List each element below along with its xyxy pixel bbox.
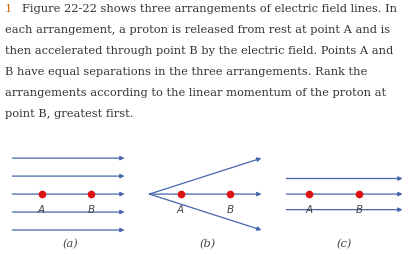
Text: (a): (a) bbox=[63, 238, 78, 248]
Text: $A$: $A$ bbox=[305, 203, 314, 215]
Text: each arrangement, a proton is released from rest at point A and is: each arrangement, a proton is released f… bbox=[5, 25, 390, 35]
Text: $A$: $A$ bbox=[176, 203, 185, 215]
Text: then accelerated through point B by the electric field. Points A and: then accelerated through point B by the … bbox=[5, 46, 393, 56]
Text: 1: 1 bbox=[5, 4, 12, 14]
Text: $B$: $B$ bbox=[87, 203, 95, 215]
Text: B have equal separations in the three arrangements. Rank the: B have equal separations in the three ar… bbox=[5, 67, 367, 77]
Text: $A$: $A$ bbox=[37, 203, 46, 215]
Text: (b): (b) bbox=[199, 238, 216, 248]
Text: Figure 22-22 shows three arrangements of electric field lines. In: Figure 22-22 shows three arrangements of… bbox=[22, 4, 397, 14]
Text: arrangements according to the linear momentum of the proton at: arrangements according to the linear mom… bbox=[5, 87, 386, 98]
Text: (c): (c) bbox=[337, 238, 352, 248]
Text: $B$: $B$ bbox=[355, 203, 363, 215]
Text: $B$: $B$ bbox=[226, 203, 234, 215]
Text: point B, greatest first.: point B, greatest first. bbox=[5, 108, 134, 118]
